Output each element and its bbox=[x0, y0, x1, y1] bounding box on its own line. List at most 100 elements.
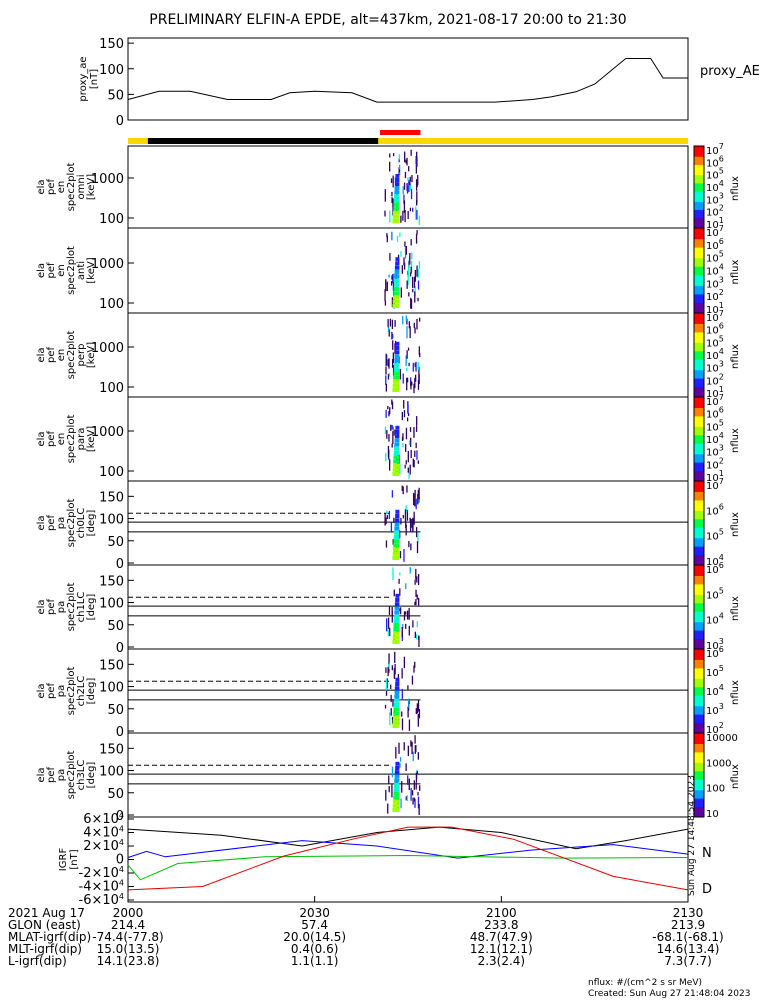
flux-pixel bbox=[410, 266, 412, 274]
flux-pixel bbox=[399, 368, 402, 380]
flux-pixel bbox=[387, 373, 390, 380]
flux-core bbox=[392, 472, 400, 476]
flux-core bbox=[395, 593, 400, 598]
colorbar-cell bbox=[694, 714, 704, 717]
flux-pixel bbox=[411, 174, 413, 183]
colorbar-cell bbox=[694, 733, 704, 736]
flux-pixel bbox=[405, 427, 408, 440]
colorbar-cell bbox=[694, 199, 704, 202]
colorbar-cell bbox=[694, 319, 704, 322]
flux-pixel bbox=[413, 427, 415, 438]
flux-core bbox=[394, 778, 400, 783]
colorbar-cell bbox=[694, 234, 704, 237]
flux-pixel bbox=[389, 407, 391, 415]
flux-core bbox=[394, 350, 400, 355]
flux-core bbox=[392, 715, 400, 720]
flux-core bbox=[392, 219, 400, 223]
flux-pixel bbox=[418, 366, 420, 380]
flux-pixel bbox=[387, 326, 390, 332]
flux-core bbox=[394, 518, 400, 523]
colorbar-cell bbox=[694, 798, 704, 801]
flux-pixel bbox=[411, 252, 413, 260]
flux-pixel bbox=[414, 327, 416, 334]
axis-value: 213.9 bbox=[671, 918, 705, 932]
colorbar-cell bbox=[694, 413, 704, 417]
colorbar-cell bbox=[694, 728, 704, 732]
flux-pixel bbox=[405, 611, 407, 615]
flux-pixel bbox=[401, 265, 403, 274]
flux-pixel bbox=[411, 276, 414, 288]
flux-pixel bbox=[410, 298, 413, 309]
flux-pixel bbox=[391, 297, 394, 308]
flux-core bbox=[394, 358, 400, 363]
flux-pixel bbox=[406, 509, 409, 521]
flux-core bbox=[395, 761, 400, 766]
colorbar-cell bbox=[694, 518, 704, 522]
colorbar-cell bbox=[694, 661, 704, 665]
flux-pixel bbox=[407, 177, 409, 181]
colorbar-cell bbox=[694, 688, 704, 692]
flux-core bbox=[393, 535, 400, 539]
colorbar-cell bbox=[694, 743, 704, 747]
flux-pixel bbox=[415, 179, 418, 191]
colorbar-cell bbox=[694, 514, 704, 518]
flux-pixel bbox=[385, 679, 387, 691]
colorbar-cell bbox=[694, 804, 704, 807]
axis-value: 2030 bbox=[299, 906, 330, 920]
colorbar-cell bbox=[694, 636, 704, 639]
flux-core bbox=[394, 434, 400, 439]
flux-pixel bbox=[406, 350, 408, 359]
colorbar-tick-label: 104 bbox=[706, 347, 724, 362]
flux-core bbox=[395, 261, 400, 266]
flux-pixel bbox=[416, 703, 418, 714]
flux-pixel bbox=[404, 210, 406, 223]
flux-pixel bbox=[398, 742, 400, 754]
flux-core bbox=[395, 677, 400, 682]
flux-pixel bbox=[408, 466, 410, 479]
flux-pixel bbox=[412, 207, 414, 212]
colorbar-cell bbox=[694, 512, 704, 516]
flux-core bbox=[393, 787, 400, 791]
colorbar-cell bbox=[694, 228, 704, 231]
flux-core bbox=[394, 602, 400, 607]
colorbar-cell bbox=[694, 274, 704, 278]
colorbar-cell bbox=[694, 397, 704, 400]
flux-pixel bbox=[417, 494, 419, 505]
flux-pixel bbox=[388, 373, 391, 377]
flux-pixel bbox=[392, 274, 394, 284]
y-axis-label: elapefenspec2plotanti[keV] bbox=[36, 246, 97, 295]
flux-pixel bbox=[407, 347, 410, 351]
y-tick-label: 100 bbox=[99, 597, 124, 612]
flux-pixel bbox=[418, 803, 420, 815]
colorbar-cell bbox=[694, 327, 704, 331]
flux-pixel bbox=[411, 675, 414, 685]
flux-pixel bbox=[414, 291, 416, 303]
colorbar-cell bbox=[694, 221, 704, 225]
colorbar-cell bbox=[694, 693, 704, 696]
flux-pixel bbox=[411, 381, 413, 386]
y-axis-label: elapefpaspec2plotch3LC[deg] bbox=[36, 751, 97, 800]
colorbar-cell bbox=[694, 317, 704, 320]
colorbar-cell bbox=[694, 747, 704, 751]
y-axis-label: elapefenspec2plotomni[keV] bbox=[36, 163, 97, 212]
flux-pixel bbox=[406, 485, 408, 493]
flux-pixel bbox=[405, 763, 407, 772]
flux-core bbox=[393, 455, 400, 460]
colorbar-tick-label: 101 bbox=[706, 216, 724, 231]
colorbar-cell bbox=[694, 213, 704, 217]
flux-pixel bbox=[391, 191, 393, 197]
flux-pixel bbox=[401, 485, 403, 491]
colorbar-cell bbox=[694, 604, 704, 608]
colorbar-cell bbox=[694, 334, 704, 337]
colorbar-cell bbox=[694, 779, 704, 782]
colorbar-cell bbox=[694, 336, 704, 339]
colorbar-cell bbox=[694, 390, 704, 394]
flux-pixel bbox=[402, 210, 404, 221]
science-zone-bar bbox=[128, 138, 688, 144]
flux-pixel bbox=[386, 235, 388, 243]
colorbar-cell bbox=[694, 392, 704, 396]
axis-value: 2130 bbox=[673, 906, 704, 920]
flux-pixel bbox=[389, 627, 391, 637]
colorbar-cell bbox=[694, 420, 704, 423]
